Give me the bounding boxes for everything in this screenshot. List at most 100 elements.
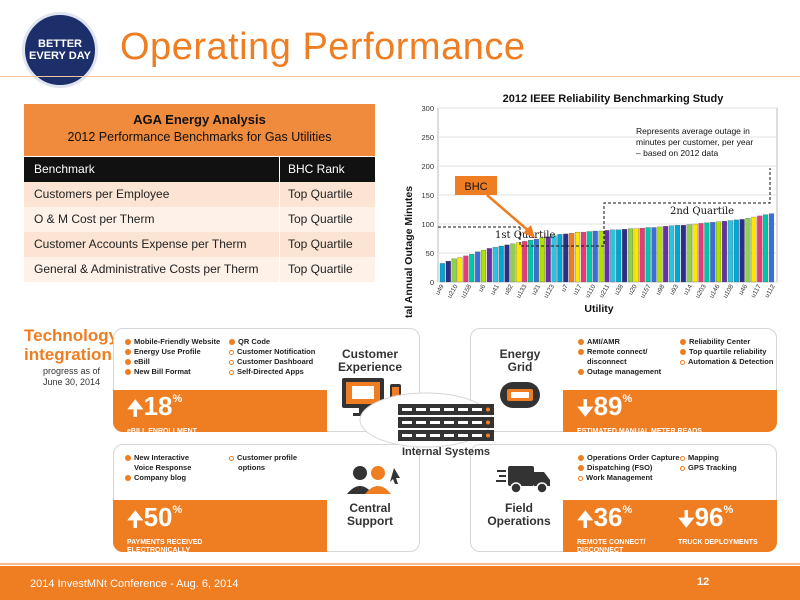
x-tick-label: u20 [627,283,639,296]
central-list-1: New Interactive Voice Response Company b… [125,453,191,483]
bar [504,244,510,283]
truck-icon [496,466,550,494]
bar [757,215,763,283]
bhc-arrow-head [523,225,535,238]
energy-grid-label: Energy Grid [499,347,541,374]
bar [616,229,622,283]
check-dot-icon [125,349,131,355]
field-stat-strip [563,500,777,552]
x-tick-label: u203 [694,283,707,299]
y-tick-label: 0 [430,278,434,287]
list-item: Remote connect/ [578,347,661,357]
bar [586,231,592,283]
y-tick-label: 100 [421,220,434,229]
check-dot-icon [229,339,235,345]
bar [704,222,710,283]
bar [451,258,457,283]
bar [575,231,581,283]
bar [445,260,451,283]
reliability-chart: 2012 IEEE Reliability Benchmarking Study… [403,93,778,318]
bar [710,222,716,283]
internal-systems-label: Internal Systems [401,446,491,458]
x-tick-label: u117 [750,283,763,299]
bar [498,245,504,283]
bar [539,237,545,283]
table-subtitle: 2012 Performance Benchmarks for Gas Util… [67,130,332,144]
arrow-down-icon: 🠋 [577,398,594,420]
bar [551,235,557,283]
bar [528,240,534,283]
bhc-label: BHC [464,181,487,193]
check-dot-icon [578,339,584,345]
open-dot-icon [680,360,685,365]
central-list-2: Customer profile options [229,453,297,473]
bar [492,247,498,283]
quartile-boundary-line [519,168,771,247]
list-item: Outage management [578,367,661,377]
x-tick-label: u210 [446,283,459,299]
list-item: Mobile-Friendly Website [125,337,220,347]
list-item: Customer Dashboard [229,357,315,367]
server-rack-icon [398,404,494,441]
bar [651,227,657,283]
y-tick-label: 50 [426,249,434,258]
x-tick-label: u112 [764,283,777,299]
bar [480,249,487,283]
table-title-block: AGA Energy Analysis 2012 Performance Ben… [24,104,375,156]
list-item: Voice Response [134,463,192,472]
check-dot-icon [680,349,686,355]
smart-meter-icon [500,382,540,408]
energy-stat-strip [563,390,777,432]
open-dot-icon [229,456,234,461]
x-tick-label: u38 [614,283,626,296]
bar [486,248,492,283]
list-item: eBill [125,357,220,367]
bar [739,219,745,283]
x-tick-label: u82 [503,283,515,296]
col-header-rank: BHC Rank [279,157,375,182]
x-tick-label: u133 [515,283,528,299]
check-dot-icon [125,369,131,375]
list-item: Customer profile [229,453,297,463]
computer-monitor-icon [342,378,401,416]
bar [439,263,445,283]
list-item: options [238,463,266,472]
list-item: New Interactive [125,453,191,463]
bar [721,220,728,283]
y-tick-label: 150 [421,191,434,200]
rank-cell: Top Quartile [279,232,375,257]
list-item: Automation & Detection [680,357,773,367]
check-dot-icon [125,359,131,365]
x-tick-label: u123 [543,283,556,299]
x-tick-label: u49 [434,283,446,296]
benchmark-cell: Customer Accounts Expense per Therm [34,237,247,251]
x-tick-label: u14 [683,283,695,296]
y-tick-label: 200 [421,162,434,171]
x-tick-label: u17 [572,283,584,296]
arrow-up-icon: 🠉 [127,398,144,420]
field-operations-label: Field Operations [487,501,551,528]
list-item: Customer Notification [229,347,315,357]
list-item: Reliability Center [680,337,773,347]
bar [639,227,645,283]
customer-stat-strip [113,390,327,432]
list-item: Self-Directed Apps [229,367,315,377]
meter-reads-stat: 🠋89% ESTIMATED MANUAL METER READS [577,391,702,435]
badge-line2: EVERY DAY [29,50,91,62]
truck-deployments-stat: 🠋96% TRUCK DEPLOYMENTS [678,502,758,546]
footer-rule [0,563,800,565]
bar [469,254,475,283]
bar [580,231,587,283]
y-tick-label: 250 [421,133,434,142]
benchmark-cell: General & Administrative Costs per Therm [34,262,259,276]
x-tick-label: u157 [639,283,652,299]
x-tick-label: u6 [477,283,487,293]
footer-bar [0,566,800,600]
customer-experience-label: Customer Experience [337,347,403,374]
bar [768,213,775,283]
bar [463,255,469,283]
table-row: General & Administrative Costs per Therm… [24,257,375,282]
bar [610,229,616,283]
x-axis-label: Utility [584,303,613,315]
list-item: New Bill Format [125,367,220,377]
